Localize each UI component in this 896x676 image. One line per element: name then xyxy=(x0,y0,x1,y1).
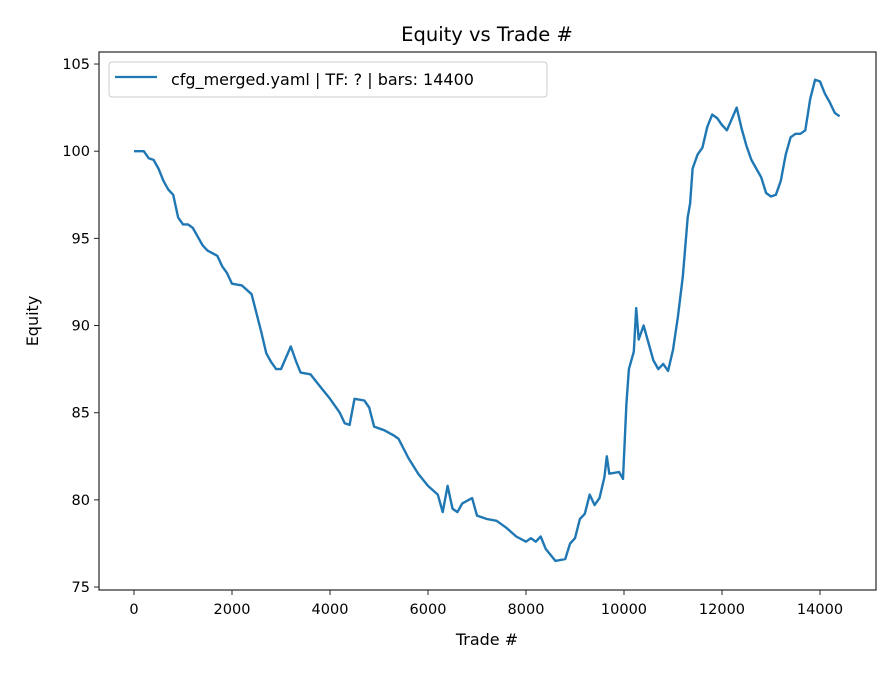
legend: cfg_merged.yaml | TF: ? | bars: 14400 xyxy=(108,61,548,98)
y-tick-label: 100 xyxy=(62,144,90,160)
y-tick-label: 75 xyxy=(72,580,90,596)
chart-title: Equity vs Trade # xyxy=(401,23,573,46)
y-tick-label: 105 xyxy=(62,57,90,73)
y-tick-label: 90 xyxy=(72,319,90,335)
x-tick-label: 0 xyxy=(129,602,138,618)
y-tick-label: 80 xyxy=(72,493,90,509)
x-axis-label: Trade # xyxy=(455,630,518,649)
x-tick-label: 14000 xyxy=(797,602,843,618)
x-tick-label: 2000 xyxy=(214,602,251,618)
axes-frame xyxy=(98,51,877,591)
legend-box xyxy=(108,61,548,98)
x-tick-label: 10000 xyxy=(601,602,647,618)
y-axis-label: Equity xyxy=(23,296,42,347)
x-tick-label: 12000 xyxy=(699,602,745,618)
x-tick-label: 4000 xyxy=(312,602,349,618)
plot-area xyxy=(99,52,876,590)
legend-label: cfg_merged.yaml | TF: ? | bars: 14400 xyxy=(171,70,474,90)
y-tick-label: 85 xyxy=(72,406,90,422)
x-tick-label: 8000 xyxy=(508,602,545,618)
equity-series-line xyxy=(134,78,841,563)
y-tick-label: 95 xyxy=(72,231,90,247)
x-tick-label: 6000 xyxy=(410,602,447,618)
